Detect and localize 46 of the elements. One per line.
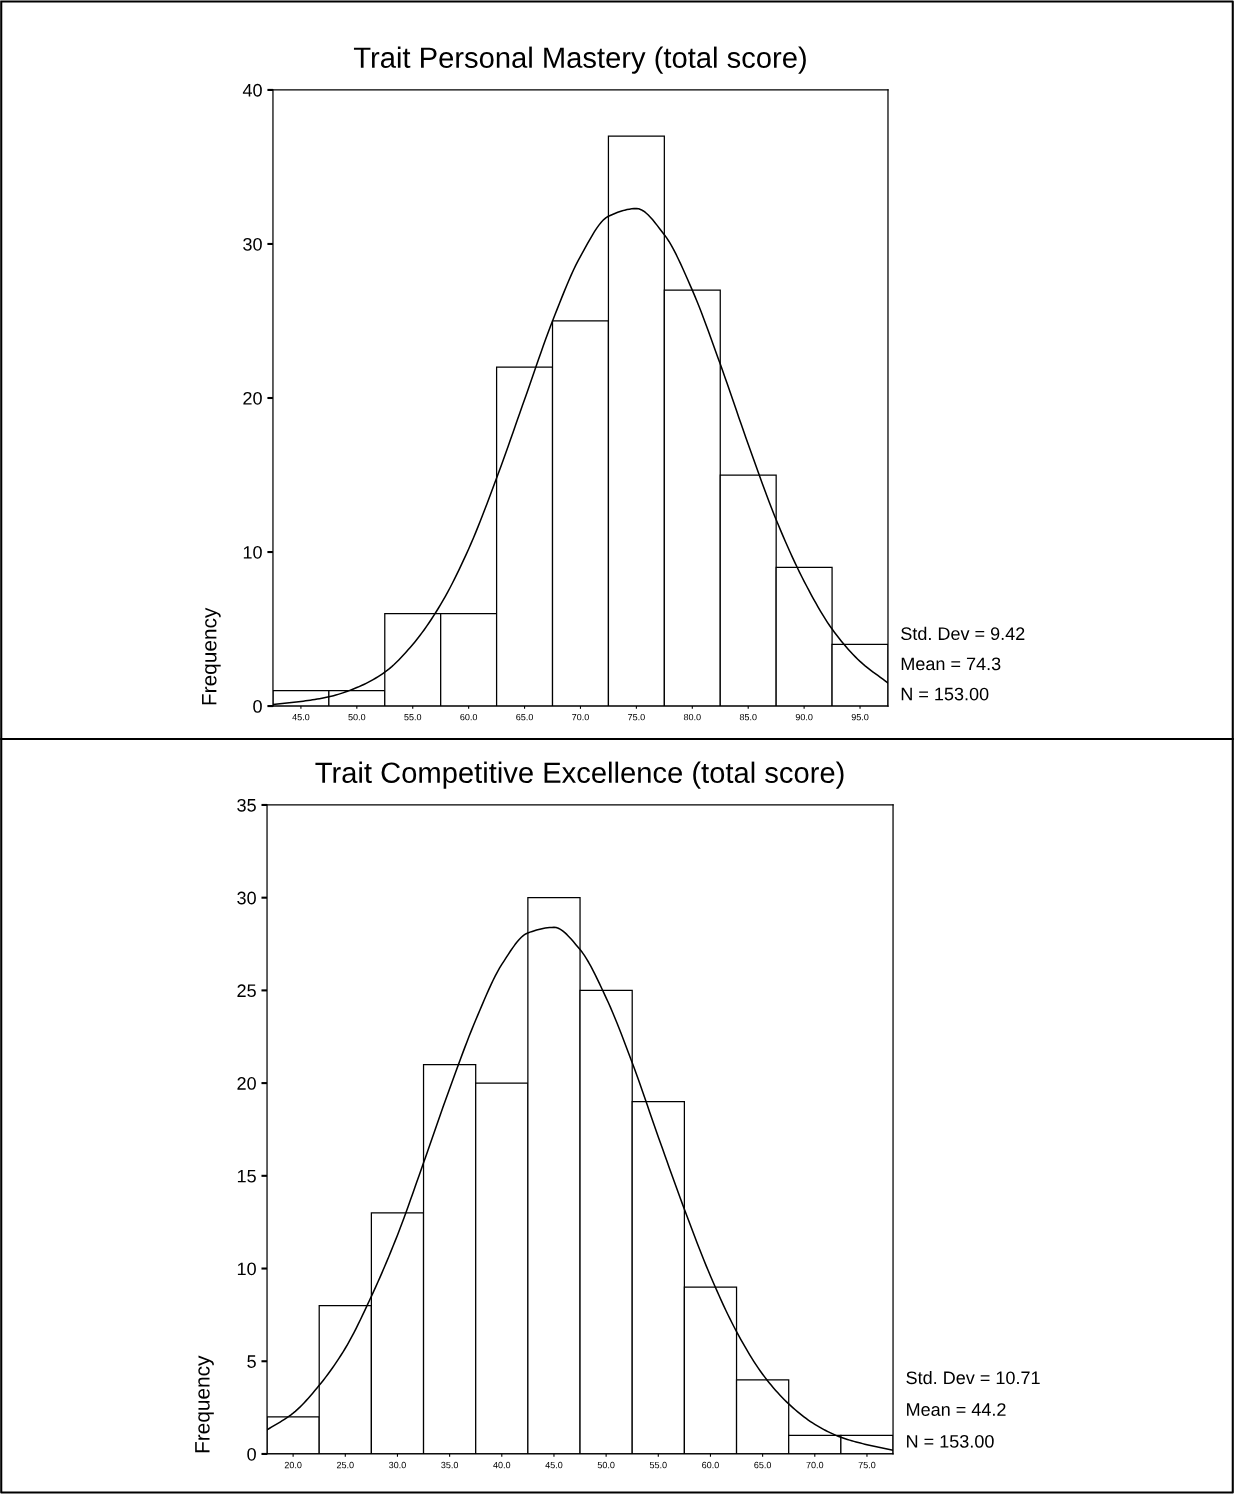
y-tick-label: 30	[237, 891, 256, 905]
x-tick-label: 55.0	[649, 1461, 667, 1469]
text: Std. Dev = 10.71	[906, 1370, 1040, 1385]
y-tick-label: 20	[243, 391, 262, 405]
x-tick-label: 65.0	[754, 1461, 772, 1469]
y-tick-label: 15	[237, 1169, 256, 1183]
x-tick-label: 70.0	[806, 1461, 824, 1469]
x-tick-label: 35.0	[441, 1461, 459, 1469]
x-tick-label: 60.0	[460, 713, 478, 721]
x-tick-label: 20.0	[284, 1461, 302, 1469]
y-tick-label: 35	[237, 798, 256, 812]
x-tick-label: 80.0	[683, 713, 701, 721]
text: N = 153.00	[901, 687, 989, 701]
y-tick-label: 10	[237, 1262, 256, 1276]
x-tick-label: 50.0	[597, 1461, 615, 1469]
chart-title: Trait Competitive Excellence (total score)	[315, 761, 844, 789]
text: N = 153.00	[907, 1434, 994, 1448]
x-tick-label: 25.0	[336, 1461, 354, 1469]
y-axis-title: Frequency	[195, 1355, 214, 1453]
x-tick-label: 75.0	[858, 1461, 876, 1469]
y-tick-label: 10	[243, 545, 262, 559]
x-tick-label: 45.0	[545, 1461, 563, 1469]
x-tick-label: 45.0	[292, 713, 310, 721]
text: Mean = 74.3	[901, 657, 1001, 671]
x-tick-label: 65.0	[516, 713, 533, 721]
y-tick-label: 0	[253, 700, 262, 713]
x-tick-label: 30.0	[389, 1461, 406, 1469]
x-tick-label: 90.0	[795, 713, 813, 721]
x-tick-label: 50.0	[348, 713, 366, 721]
y-axis-title: Frequency	[202, 607, 221, 705]
y-tick-label: 5	[247, 1355, 256, 1368]
text: Std. Dev = 9.42	[901, 626, 1025, 641]
x-tick-label: 95.0	[851, 713, 869, 721]
x-tick-label: 70.0	[572, 713, 589, 721]
y-tick-label: 40	[242, 83, 262, 97]
x-tick-label: 75.0	[628, 713, 645, 721]
y-tick-label: 0	[247, 1447, 256, 1461]
chart-title: Trait Personal Mastery (total score)	[353, 46, 806, 74]
y-tick-label: 30	[243, 237, 262, 251]
x-tick-label: 60.0	[702, 1461, 719, 1469]
x-tick-label: 55.0	[404, 713, 422, 721]
y-tick-label: 25	[237, 984, 256, 998]
y-tick-label: 20	[237, 1077, 256, 1090]
x-tick-label: 85.0	[739, 713, 757, 721]
x-tick-label: 40.0	[493, 1461, 511, 1469]
text: Mean = 44.2	[907, 1403, 1006, 1416]
